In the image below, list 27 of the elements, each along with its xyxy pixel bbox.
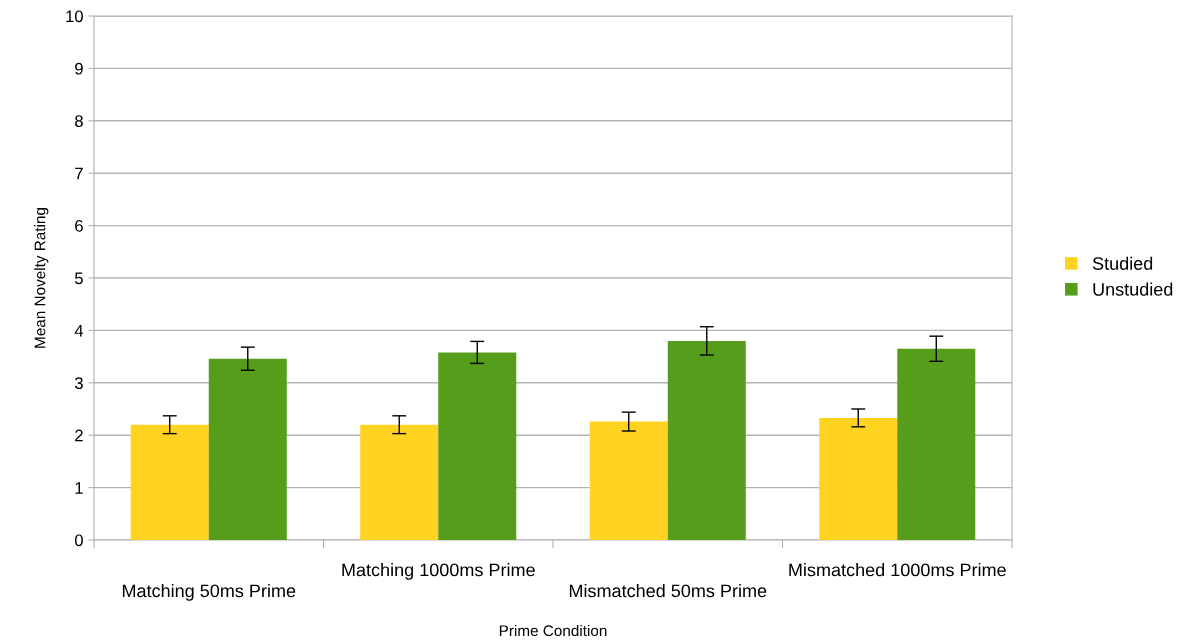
bar xyxy=(208,358,287,540)
bar xyxy=(360,424,439,540)
x-tick-label: Matching 1000ms Prime xyxy=(342,563,535,580)
y-tick-label: 1 xyxy=(75,482,83,494)
x-tick-label: Mismatched 50ms Prime xyxy=(569,583,767,598)
y-tick-label: 3 xyxy=(74,377,83,389)
y-tick-label: 0 xyxy=(74,534,83,547)
bar xyxy=(589,421,668,540)
bar xyxy=(819,417,898,540)
y-tick-label: 8 xyxy=(75,115,83,127)
y-tick-label: 5 xyxy=(74,272,83,285)
bar xyxy=(667,340,746,540)
y-tick-label: 7 xyxy=(75,167,83,180)
legend-label: Studied xyxy=(1092,256,1153,270)
x-axis-title: Prime Condition xyxy=(499,624,607,637)
x-tick-label: Mismatched 1000ms Prime xyxy=(789,563,1006,577)
x-tick-label: Matching 50ms Prime xyxy=(122,583,296,601)
y-tick-label: 10 xyxy=(66,10,83,23)
bar xyxy=(897,348,976,540)
bar xyxy=(130,424,209,540)
legend-label: Unstudied xyxy=(1093,282,1173,296)
y-tick-label: 4 xyxy=(74,324,84,337)
y-tick-label: 2 xyxy=(75,429,83,442)
y-tick-label: 6 xyxy=(75,220,83,232)
bar xyxy=(438,352,517,540)
y-tick-label: 9 xyxy=(75,62,83,75)
y-axis-title: Mean Novelty Rating xyxy=(34,208,49,348)
